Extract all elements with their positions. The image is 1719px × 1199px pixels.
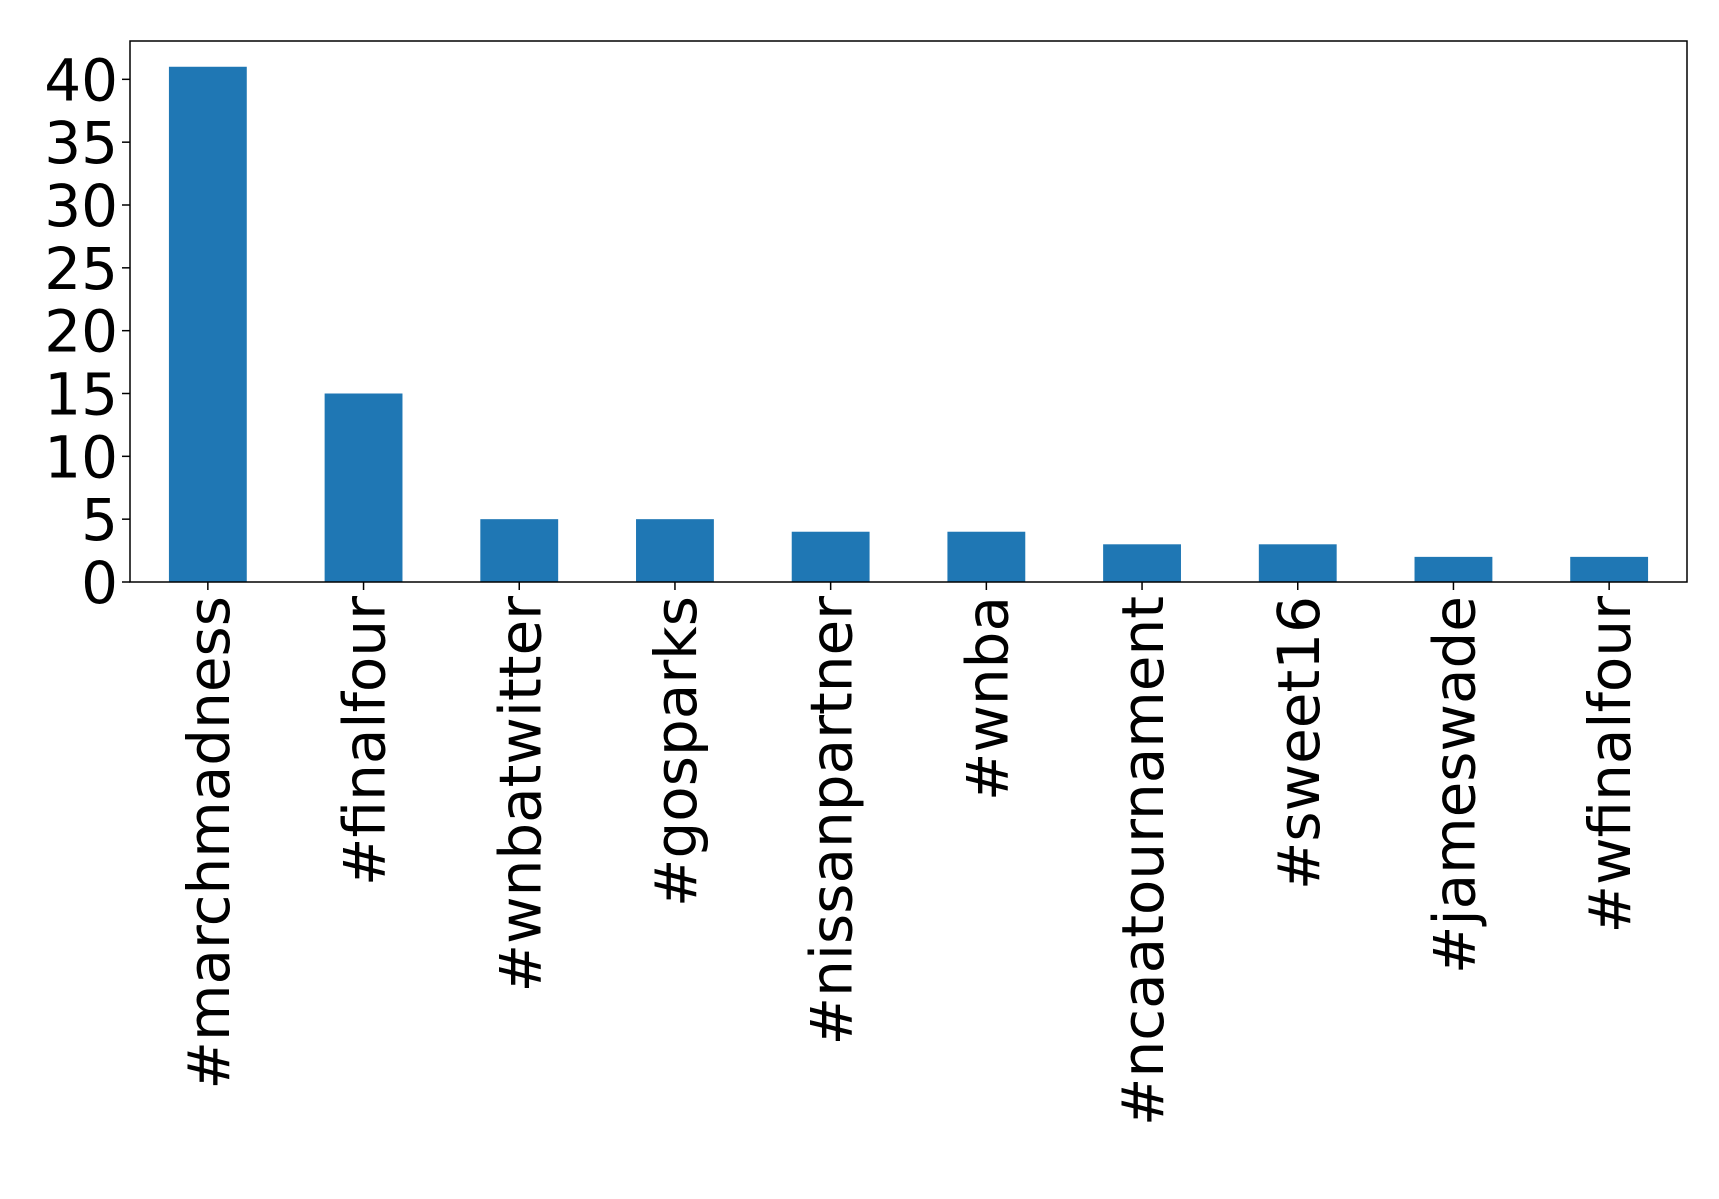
x-tick-label: #wnba <box>953 596 1021 801</box>
x-tick-label: #finalfour <box>331 596 399 886</box>
x-tick-label: #sweet16 <box>1265 596 1333 890</box>
bar <box>324 393 403 582</box>
bar <box>1258 544 1337 582</box>
x-tick-label: #wnbatwitter <box>486 596 554 993</box>
y-tick-label: 20 <box>44 298 118 366</box>
y-tick-label: 15 <box>44 360 118 428</box>
bar <box>636 519 714 582</box>
bar <box>480 519 559 582</box>
bar <box>947 531 1026 582</box>
y-tick-label: 10 <box>44 423 118 491</box>
y-tick-label: 5 <box>81 486 118 554</box>
y-tick-label: 25 <box>44 235 118 303</box>
x-tick-label: #marchmadness <box>175 596 243 1090</box>
plot-frame <box>129 40 1688 583</box>
y-tick-label: 30 <box>44 172 118 240</box>
y-tick-label: 35 <box>44 109 118 177</box>
bar <box>1103 544 1181 582</box>
x-tick-label: #gosparks <box>642 596 710 907</box>
x-tick-label: #jameswade <box>1420 596 1488 974</box>
bar <box>791 531 870 582</box>
x-tick-label: #wfinalfour <box>1576 596 1644 934</box>
y-tick-label: 40 <box>44 46 118 114</box>
y-tick-label: 0 <box>81 549 118 617</box>
bar <box>1570 556 1649 582</box>
bar <box>168 66 247 582</box>
x-tick-label: #ncaatournament <box>1109 596 1177 1126</box>
bar <box>1414 556 1493 582</box>
x-tick-label: #nissanpartner <box>798 596 866 1046</box>
